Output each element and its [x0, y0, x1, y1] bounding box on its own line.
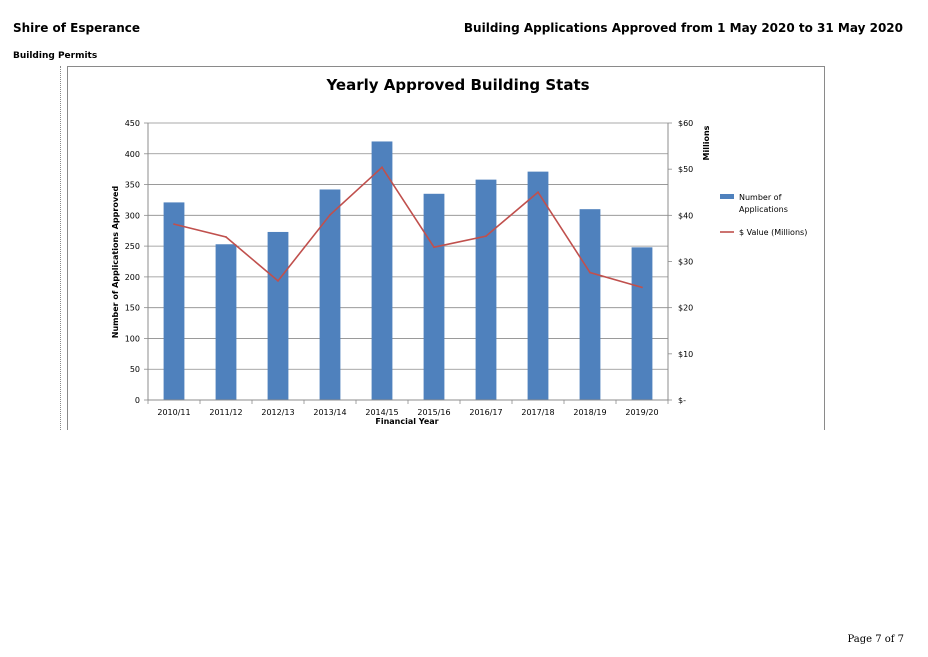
y-axis-title: Number of Applications Approved: [111, 186, 120, 339]
y2-tick-label: $40: [678, 211, 693, 220]
y-tick-label: 200: [125, 273, 140, 282]
y-tick-label: 150: [125, 304, 140, 313]
line-point: [641, 286, 643, 289]
y-tick-label: 50: [130, 365, 140, 374]
y2-tick-label: $20: [678, 304, 693, 313]
x-tick-label: 2016/17: [469, 408, 502, 417]
y-tick-label: 0: [135, 396, 140, 405]
y2-tick-label: $50: [678, 165, 693, 174]
line-point: [225, 236, 227, 238]
y2-tick-label: $-: [678, 396, 686, 405]
bar: [631, 247, 653, 400]
x-tick-label: 2015/16: [417, 408, 450, 417]
bar: [215, 244, 237, 400]
axes: 0 50 100 150 200 250 300 350 400 450 $- $10 $20 $30 $4…: [125, 119, 694, 417]
y-tick-label: 450: [125, 119, 140, 128]
organization-name: Shire of Esperance: [13, 21, 141, 35]
x-tick-label: 2011/12: [209, 408, 242, 417]
bar: [163, 202, 185, 400]
legend-bar-swatch: [720, 194, 734, 199]
x-tick-label: 2018/19: [573, 408, 606, 417]
line-point: [173, 223, 175, 226]
chart-title: Yearly Approved Building Stats: [325, 76, 589, 94]
bar: [423, 193, 445, 400]
line-point: [329, 213, 331, 216]
bar: [527, 171, 549, 400]
y-tick-label: 400: [125, 150, 140, 159]
line-point: [381, 166, 383, 169]
value-line: [173, 166, 643, 289]
x-tick-label: 2013/14: [313, 408, 346, 417]
y-tick-label: 250: [125, 242, 140, 251]
report-title: Building Applications Approved from 1 Ma…: [463, 21, 903, 35]
margin-dotted-line: [60, 66, 61, 430]
y2-axis-title: Millions: [702, 125, 711, 160]
page-number: Page 7 of 7: [847, 634, 904, 645]
x-axis-title: Financial Year: [375, 417, 438, 426]
bar: [371, 141, 393, 400]
bar: [579, 209, 601, 400]
y-tick-label: 100: [125, 334, 140, 343]
legend: Number of Applications $ Value (Millions): [720, 193, 807, 237]
line-point: [485, 235, 487, 238]
line-series: [173, 166, 643, 289]
x-tick-label: 2012/13: [261, 408, 294, 417]
line-point: [537, 191, 539, 194]
bar: [319, 189, 341, 400]
section-title: Building Permits: [13, 51, 98, 61]
line-point: [589, 271, 591, 274]
y2-tick-label: $30: [678, 258, 693, 267]
y2-tick-label: $10: [678, 350, 693, 359]
legend-bar-label: Number of Applications: [739, 193, 788, 214]
line-point: [433, 246, 435, 249]
bar: [267, 231, 289, 400]
x-tick-label: 2019/20: [625, 408, 658, 417]
chart-frame: [67, 66, 825, 430]
x-tick-label: 2017/18: [521, 408, 554, 417]
x-tick-label: 2010/11: [157, 408, 190, 417]
legend-line-label: $ Value (Millions): [739, 228, 807, 237]
y2-tick-label: $60: [678, 119, 693, 128]
line-point: [277, 279, 279, 282]
y-tick-label: 300: [125, 211, 140, 220]
x-tick-label: 2014/15: [365, 408, 398, 417]
bar: [475, 179, 497, 400]
bar-series: [163, 141, 653, 400]
y-tick-label: 350: [125, 181, 140, 190]
